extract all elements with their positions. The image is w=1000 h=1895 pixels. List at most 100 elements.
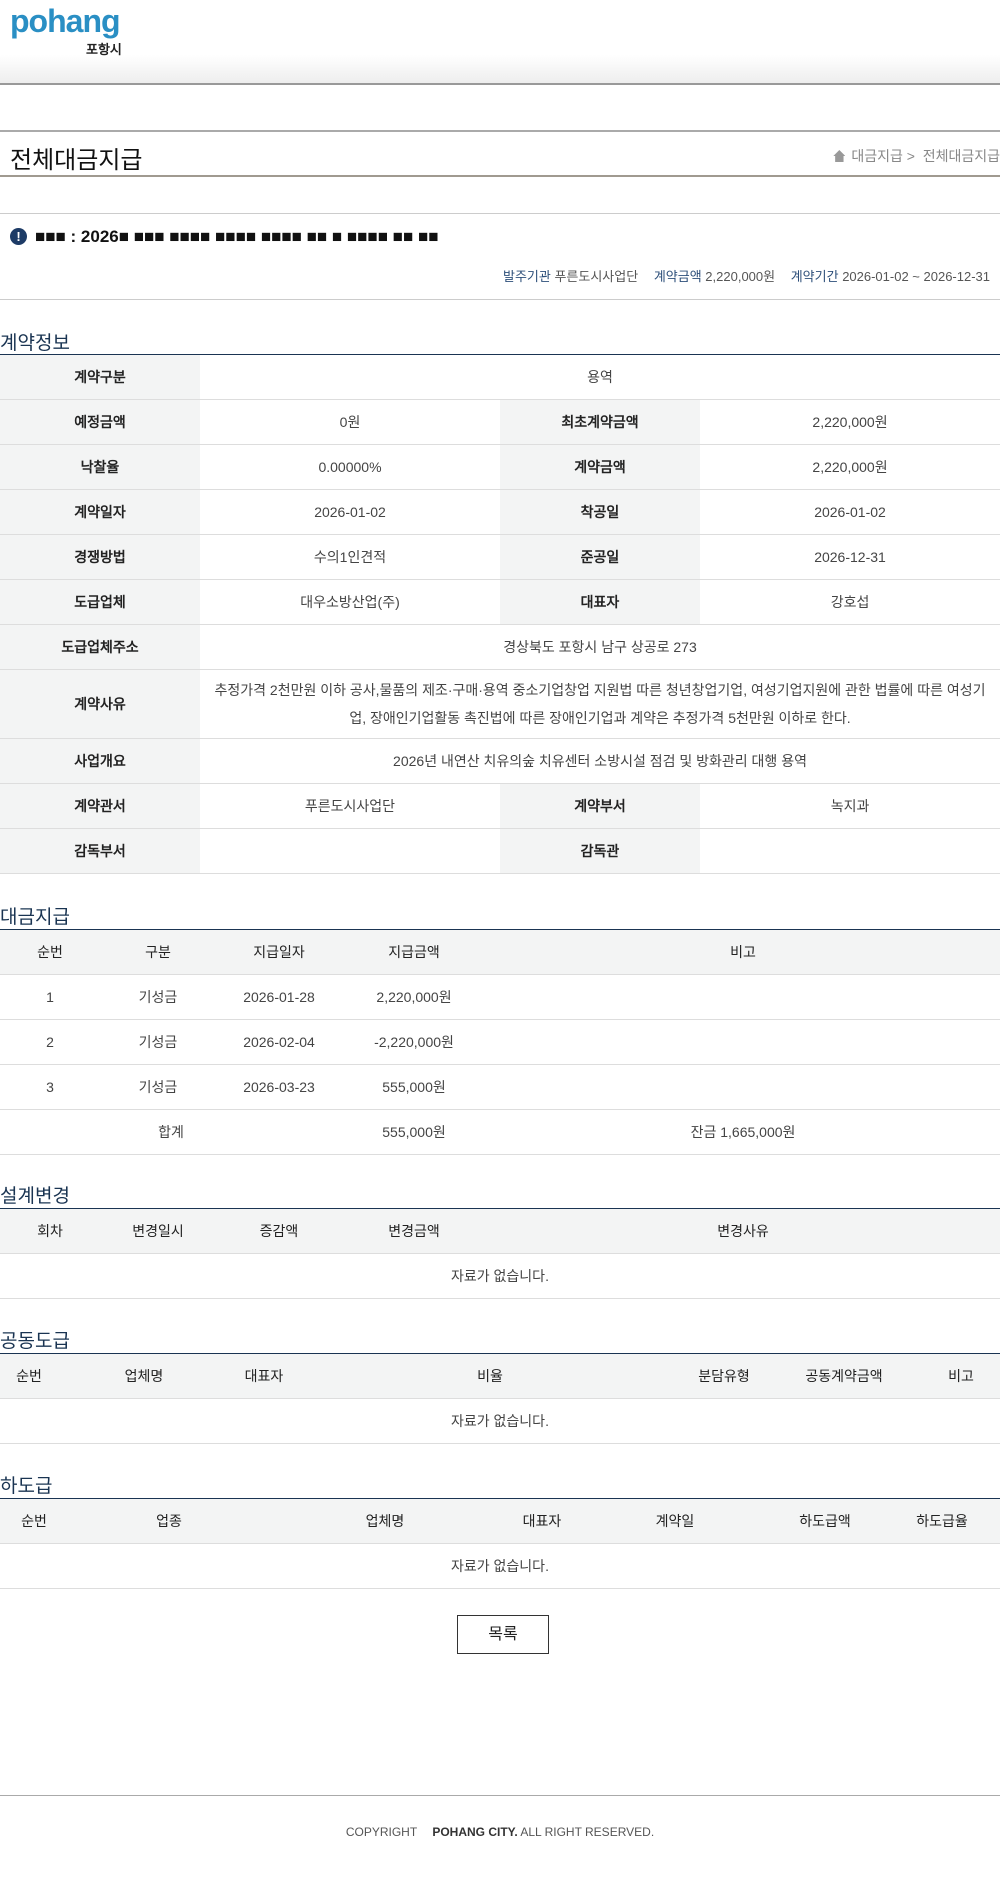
- column-header: 분담유형: [682, 1353, 766, 1399]
- label: 착공일: [500, 489, 700, 535]
- column-header: 순번: [0, 929, 100, 975]
- value: 2026-01-02: [700, 489, 1000, 535]
- column-header: 회차: [0, 1208, 100, 1254]
- meta-label: 발주기관: [503, 269, 551, 284]
- value: 용역: [200, 354, 1000, 400]
- logo-text: pohang: [10, 3, 121, 39]
- meta-value: 푸른도시사업단: [554, 269, 639, 284]
- empty-message: 자료가 없습니다.: [0, 1543, 1000, 1589]
- contract-title: ■■■ : 2026■ ■■■ ■■■■ ■■■■ ■■■■ ■■ ■ ■■■■…: [35, 227, 439, 246]
- label: 최초계약금액: [500, 399, 700, 445]
- balance: 잔금 1,665,000원: [486, 1109, 1000, 1155]
- label: 도급업체주소: [0, 624, 200, 670]
- contract-meta: 발주기관 푸른도시사업단 계약금액 2,220,000원 계약기간 2026-0…: [491, 268, 990, 286]
- footer: COPYRIGHT POHANG CITY. ALL RIGHT RESERVE…: [0, 1795, 1000, 1895]
- label: 경쟁방법: [0, 534, 200, 580]
- page-title: 전체대금지급: [10, 147, 143, 174]
- value: 녹지과: [700, 783, 1000, 829]
- value: 수의1인견적: [200, 534, 500, 580]
- cell: 1: [0, 974, 100, 1020]
- payment-table: 순번 구분 지급일자 지급금액 비고 1 기성금 2026-01-28 2,220,000원 …: [0, 929, 1000, 1155]
- value: 2026년 내연산 치유의숲 치유센터 소방시설 점검 및 방화관리 대행 용역: [200, 738, 1000, 784]
- label: 예정금액: [0, 399, 200, 445]
- cell: [486, 974, 1000, 1020]
- label: 준공일: [500, 534, 700, 580]
- rights: ALL RIGHT RESERVED.: [517, 1825, 655, 1839]
- home-icon[interactable]: [833, 150, 846, 162]
- section-heading: 하도급: [0, 1476, 53, 1497]
- section-heading: 설계변경: [0, 1186, 70, 1207]
- joint-contract-table: 순번 업체명 대표자 비율 분담유형 공동계약금액 비고 자료가 없습니다.: [0, 1353, 1000, 1444]
- column-header: 변경금액: [342, 1208, 486, 1254]
- cell: 555,000원: [342, 1064, 486, 1110]
- exclamation-icon: !: [10, 228, 27, 245]
- column-header: 순번: [0, 1498, 68, 1544]
- label: 계약부서: [500, 783, 700, 829]
- column-header: 대표자: [230, 1353, 298, 1399]
- label: 사업개요: [0, 738, 200, 784]
- meta-value: 2026-01-02 ~ 2026-12-31: [842, 269, 990, 284]
- cell: 기성금: [100, 1019, 216, 1065]
- section-heading: 대금지급: [0, 907, 70, 928]
- table-row: 3 기성금 2026-03-23 555,000원: [0, 1064, 1000, 1110]
- column-header: 변경일시: [100, 1208, 216, 1254]
- column-header: 비고: [486, 929, 1000, 975]
- cell: 기성금: [100, 1064, 216, 1110]
- column-header: 지급일자: [216, 929, 342, 975]
- cell: 3: [0, 1064, 100, 1110]
- breadcrumb-current[interactable]: 전체대금지급: [922, 148, 1000, 164]
- title-bar: 전체대금지급 대금지급 > 전체대금지급: [0, 130, 1000, 177]
- column-header: 증감액: [216, 1208, 342, 1254]
- column-header: 업종: [68, 1498, 270, 1544]
- table-row: 2 기성금 2026-02-04 -2,220,000원: [0, 1019, 1000, 1065]
- label: 계약일자: [0, 489, 200, 535]
- column-header: 지급금액: [342, 929, 486, 975]
- label: 감독부서: [0, 828, 200, 874]
- column-header: 공동계약금액: [766, 1353, 922, 1399]
- label: 대표자: [500, 579, 700, 625]
- column-header: 계약일: [584, 1498, 766, 1544]
- cell: 2026-01-28: [216, 974, 342, 1020]
- column-header: 순번: [0, 1353, 58, 1399]
- value: 푸른도시사업단: [200, 783, 500, 829]
- value: 2,220,000원: [700, 444, 1000, 490]
- meta-label: 계약금액: [653, 269, 702, 284]
- value: 대우소방산업(주): [200, 579, 500, 625]
- design-change-table: 회차 변경일시 증감액 변경금액 변경사유 자료가 없습니다.: [0, 1208, 1000, 1299]
- section-heading: 계약정보: [0, 333, 70, 354]
- cell: [486, 1064, 1000, 1110]
- label: 감독관: [500, 828, 700, 874]
- list-button[interactable]: 목록: [457, 1615, 549, 1654]
- org-name: POHANG CITY.: [432, 1825, 518, 1839]
- column-header: 대표자: [500, 1498, 584, 1544]
- value: 2,220,000원: [700, 399, 1000, 445]
- pohang-logo[interactable]: pohang 포항시: [10, 4, 155, 64]
- meta-value: 2,220,000원: [705, 269, 776, 284]
- column-header: 비고: [922, 1353, 1000, 1399]
- cell: 2026-03-23: [216, 1064, 342, 1110]
- column-header: 변경사유: [486, 1208, 1000, 1254]
- label: 계약구분: [0, 354, 200, 400]
- subcontract-table: 순번 업종 업체명 대표자 계약일 하도급액 하도급율 자료가 없습니다.: [0, 1498, 1000, 1589]
- value: [200, 828, 500, 874]
- total-label: 합계: [0, 1109, 342, 1155]
- column-header: 구분: [100, 929, 216, 975]
- logo-korean-text: 포항시: [86, 42, 122, 57]
- cell: 2: [0, 1019, 100, 1065]
- value: 2026-01-02: [200, 489, 500, 535]
- value: 2026-12-31: [700, 534, 1000, 580]
- value: 경상북도 포항시 남구 상공로 273: [200, 624, 1000, 670]
- empty-message: 자료가 없습니다.: [0, 1253, 1000, 1299]
- value: 0원: [200, 399, 500, 445]
- empty-message: 자료가 없습니다.: [0, 1398, 1000, 1444]
- cell: 기성금: [100, 974, 216, 1020]
- total-row: 합계 555,000원 잔금 1,665,000원: [0, 1109, 1000, 1155]
- value: 추정가격 2천만원 이하 공사,물품의 제조·구매·용역 중소기업창업 지원법 …: [200, 669, 1000, 739]
- section-heading: 공동도급: [0, 1331, 70, 1352]
- label: 낙찰율: [0, 444, 200, 490]
- cell: -2,220,000원: [342, 1019, 486, 1065]
- breadcrumb-item[interactable]: 대금지급 >: [851, 148, 915, 164]
- contract-summary: ! ■■■ : 2026■ ■■■ ■■■■ ■■■■ ■■■■ ■■ ■ ■■■…: [0, 213, 1000, 300]
- cell: 2,220,000원: [342, 974, 486, 1020]
- cell: [486, 1019, 1000, 1065]
